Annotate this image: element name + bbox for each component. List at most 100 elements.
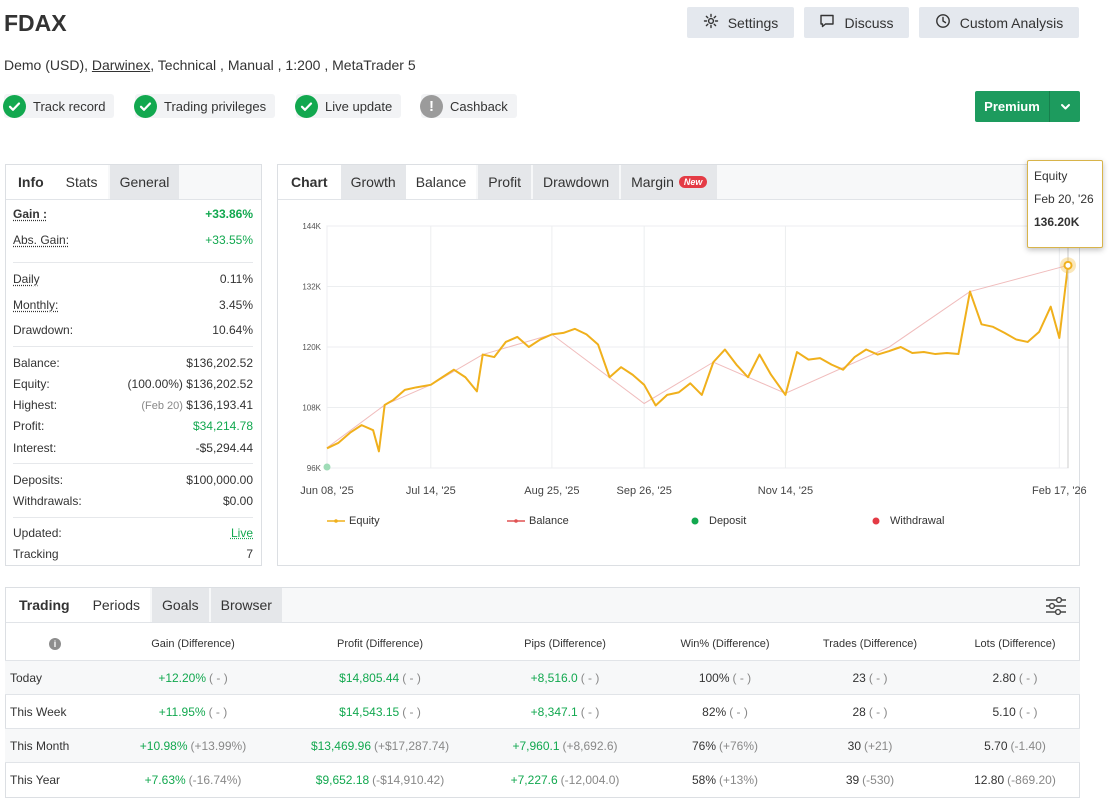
tab-general[interactable]: General <box>109 165 180 199</box>
hover-point <box>1063 260 1073 270</box>
pips-difference: (+8,692.6) <box>562 738 618 753</box>
win-difference: (+13%) <box>719 772 759 787</box>
live-status[interactable]: Live <box>230 526 253 540</box>
badge-track-record[interactable]: Track record <box>3 94 115 118</box>
tab-profit[interactable]: Profit <box>478 165 531 199</box>
chevron-down-icon[interactable] <box>1049 91 1080 122</box>
tab-balance[interactable]: Balance <box>405 165 477 199</box>
col-trades[interactable]: Trades (Difference) <box>822 637 918 650</box>
deposits-row: Deposits: $100,000.00 <box>13 473 253 487</box>
gain-value: +10.98% <box>139 738 188 753</box>
badge-trading-privileges[interactable]: Trading privileges <box>134 94 276 118</box>
discuss-label: Discuss <box>844 14 894 31</box>
tooltip-value: 136.20K <box>1034 215 1080 229</box>
premium-label: Premium <box>984 99 1040 114</box>
broker-link[interactable]: Darwinex <box>91 57 151 73</box>
tab-margin[interactable]: Margin New <box>621 165 718 199</box>
profit-value: $34,214.78 <box>192 419 253 433</box>
y-tick-label: 132K <box>302 283 321 292</box>
clock-icon <box>935 13 951 32</box>
tab-chart[interactable]: Chart <box>278 165 341 199</box>
tab-trading[interactable]: Trading <box>6 588 83 622</box>
col-pips[interactable]: Pips (Difference) <box>524 637 606 650</box>
balance-line <box>326 264 1069 449</box>
legend-equity[interactable]: Equity <box>327 515 380 527</box>
settings-button[interactable]: Settings <box>687 7 794 38</box>
col-win[interactable]: Win% (Difference) <box>680 637 770 650</box>
legend-withdrawal[interactable]: Withdrawal <box>872 515 944 527</box>
badge-label: Track record <box>33 98 106 114</box>
divider <box>13 517 253 518</box>
gain-label[interactable]: Gain : <box>13 207 48 221</box>
equity-label: Equity: <box>13 377 50 391</box>
deposit-marker <box>323 463 331 471</box>
gain-value: +12.20% <box>158 670 207 685</box>
x-tick-label: Aug 25, '25 <box>524 485 579 497</box>
lots-cell: 12.80 (-869.20) <box>935 763 1095 796</box>
profit-value: $9,652.18 <box>315 772 370 787</box>
badge-live-update[interactable]: Live update <box>295 94 402 118</box>
lots-cell: 2.80( - ) <box>935 661 1095 694</box>
account-details: Demo (USD), Darwinex, Technical , Manual… <box>4 57 416 73</box>
discuss-button[interactable]: Discuss <box>804 7 909 38</box>
balance-label: Balance: <box>13 356 60 370</box>
daily-row: Daily 0.11% <box>13 272 253 286</box>
custom-analysis-button[interactable]: Custom Analysis <box>919 7 1079 38</box>
profit-cell: $14,805.44( - ) <box>285 661 475 694</box>
abs-gain-label[interactable]: Abs. Gain: <box>13 233 70 247</box>
pips-value: +8,516.0 <box>530 670 578 685</box>
pips-difference: (-12,004.0) <box>560 772 620 787</box>
badge-cashback[interactable]: ! Cashback <box>420 94 517 118</box>
tab-periods[interactable]: Periods <box>82 588 151 622</box>
info-icon[interactable]: i <box>35 626 75 661</box>
badge-label: Live update <box>325 98 393 114</box>
filter-sliders-icon[interactable] <box>1045 596 1067 619</box>
gain-value: +7.63% <box>144 772 186 787</box>
tab-growth[interactable]: Growth <box>340 165 406 199</box>
pips-value: +7,960.1 <box>512 738 560 753</box>
legend-equity-marker <box>327 519 345 523</box>
col-gain[interactable]: Gain (Difference) <box>151 637 235 650</box>
lots-value: 12.80 <box>974 772 1005 787</box>
legend-deposit[interactable]: Deposit <box>691 515 746 527</box>
drawdown-value: 10.64% <box>212 323 253 337</box>
trades-value: 28 <box>852 704 866 719</box>
profit-difference: ( - ) <box>402 670 421 685</box>
win-difference: ( - ) <box>729 704 748 719</box>
equity-percent: (100.00%) <box>127 377 183 391</box>
balance-value: $136,202.52 <box>186 356 253 370</box>
tab-goals[interactable]: Goals <box>152 588 209 622</box>
highest-value: $136,193.41 <box>186 398 253 412</box>
col-lots[interactable]: Lots (Difference) <box>974 637 1056 650</box>
monthly-label[interactable]: Monthly: <box>13 298 59 312</box>
trades-cell: 23( - ) <box>790 661 950 694</box>
check-icon <box>295 94 318 118</box>
premium-button[interactable]: Premium <box>975 91 1080 122</box>
col-profit[interactable]: Profit (Difference) <box>337 637 423 650</box>
tab-info[interactable]: Info <box>6 165 56 199</box>
interest-row: Interest: -$5,294.44 <box>13 441 253 455</box>
daily-label[interactable]: Daily <box>13 272 40 286</box>
tab-drawdown[interactable]: Drawdown <box>532 165 620 199</box>
win-cell: 82%( - ) <box>645 695 805 728</box>
period-label: Today <box>10 670 43 685</box>
x-tick-label: Jun 08, '25 <box>300 485 353 497</box>
tab-browser[interactable]: Browser <box>210 588 282 622</box>
y-tick-label: 120K <box>302 343 321 352</box>
x-tick-label: Nov 14, '25 <box>758 485 813 497</box>
table-row: This Year +7.63% (-16.74%) $9,652.18 (-$14,9… <box>5 762 1080 796</box>
win-cell: 76% (+76%) <box>645 729 805 762</box>
legend-equity-label: Equity <box>349 515 380 527</box>
win-difference: ( - ) <box>732 670 752 685</box>
period-label: This Month <box>10 738 70 753</box>
tab-stats[interactable]: Stats <box>55 165 108 199</box>
win-value: 82% <box>702 704 727 719</box>
trades-cell: 39 (-530) <box>790 763 950 796</box>
drawdown-label: Drawdown: <box>13 323 74 337</box>
gain-cell: +7.63% (-16.74%) <box>113 763 273 796</box>
legend-balance[interactable]: Balance <box>507 515 569 527</box>
check-icon <box>134 94 157 118</box>
custom-analysis-label: Custom Analysis <box>959 14 1064 31</box>
profit-value: $14,805.44 <box>339 670 400 685</box>
